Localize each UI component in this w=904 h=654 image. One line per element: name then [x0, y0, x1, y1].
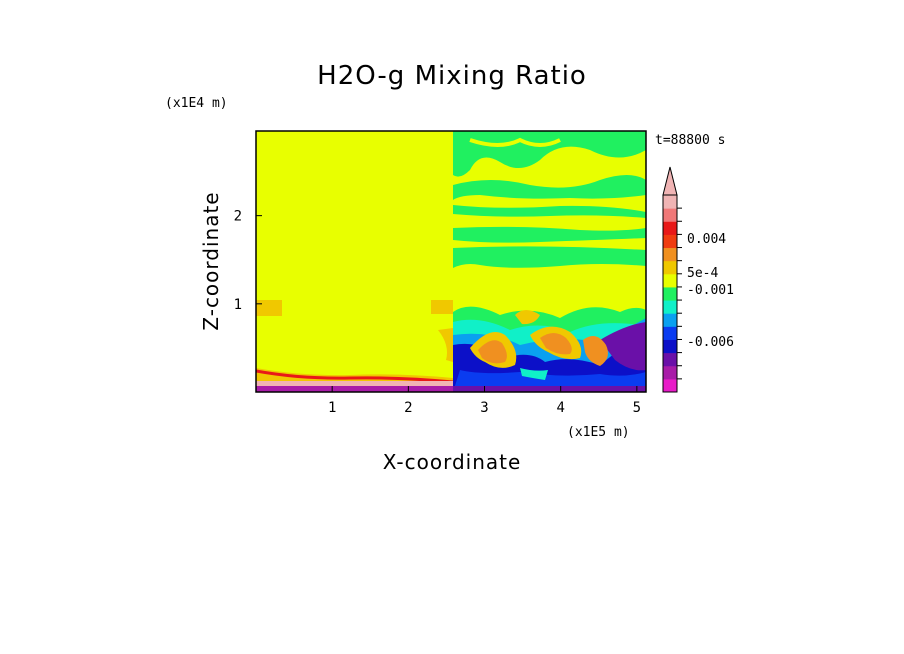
- x-axis-ticks: 1 2 3 4 5: [328, 386, 641, 416]
- chart-title: H2O-g Mixing Ratio: [317, 61, 587, 91]
- colorbar-swatch: [663, 326, 677, 340]
- colorbar-swatch: [663, 300, 677, 314]
- colorbar-swatch: [663, 352, 677, 367]
- y-axis-label: Z-coordinate: [199, 191, 223, 330]
- left-domain-fill: [256, 131, 453, 392]
- colorbar-swatch: [663, 273, 677, 288]
- colorbar-swatch: [663, 365, 677, 380]
- colorbar-label: -0.006: [687, 335, 734, 350]
- surface-purple: [453, 386, 646, 392]
- green-band: [453, 205, 646, 218]
- colorbar-label: -0.001: [687, 283, 734, 298]
- x-tick-label: 1: [328, 400, 336, 416]
- colorbar-extend-arrow: [662, 166, 678, 196]
- x-tick-label: 3: [480, 400, 488, 416]
- lower-purple: [600, 322, 646, 371]
- green-band: [453, 175, 646, 200]
- x-tick-label: 4: [556, 400, 564, 416]
- green-band: [453, 131, 646, 177]
- green-band: [453, 246, 646, 268]
- colorbar-swatch: [663, 313, 677, 327]
- plume-core: [540, 333, 572, 355]
- colorbar-swatch: [663, 221, 677, 235]
- colorbar-label: 0.004: [687, 232, 726, 247]
- x-tick-label: 2: [404, 400, 412, 416]
- left-edge-orange: [438, 328, 453, 362]
- colorbar-swatch: [663, 234, 677, 249]
- plot-frame: [255, 130, 647, 393]
- x-axis-label: X-coordinate: [383, 450, 522, 474]
- colorbar-swatch: [663, 247, 677, 262]
- colorbar-swatch: [663, 378, 677, 393]
- time-label: t=88800 s: [655, 133, 725, 148]
- colorbar: 0.004 5e-4 -0.001 -0.006: [662, 166, 734, 393]
- heatmap-field: [256, 131, 646, 392]
- colorbar-swatch: [663, 260, 677, 275]
- colorbar-swatch: [663, 286, 677, 301]
- left-surface-pink: [256, 381, 453, 387]
- colorbar-swatch: [663, 195, 677, 209]
- colorbar-swatch: [663, 339, 677, 354]
- plume-core: [478, 340, 507, 364]
- colorbar-swatch: [663, 208, 677, 222]
- y-tick-label: 2: [234, 209, 242, 225]
- green-band: [453, 226, 646, 243]
- left-surface-purple: [256, 386, 453, 392]
- y-tick-label: 1: [234, 297, 242, 313]
- colorbar-label: 5e-4: [687, 266, 718, 281]
- y-axis-ticks: 12: [234, 209, 262, 313]
- x-unit-label: (x1E5 m): [567, 425, 630, 440]
- x-tick-label: 5: [633, 400, 641, 416]
- y-unit-label: (x1E4 m): [165, 96, 228, 111]
- colorbar-frame: [662, 194, 678, 393]
- left-surface-red: [256, 369, 454, 384]
- left-patch: [431, 300, 453, 314]
- plume: [583, 336, 608, 366]
- plume: [515, 310, 540, 325]
- left-patch: [256, 300, 282, 316]
